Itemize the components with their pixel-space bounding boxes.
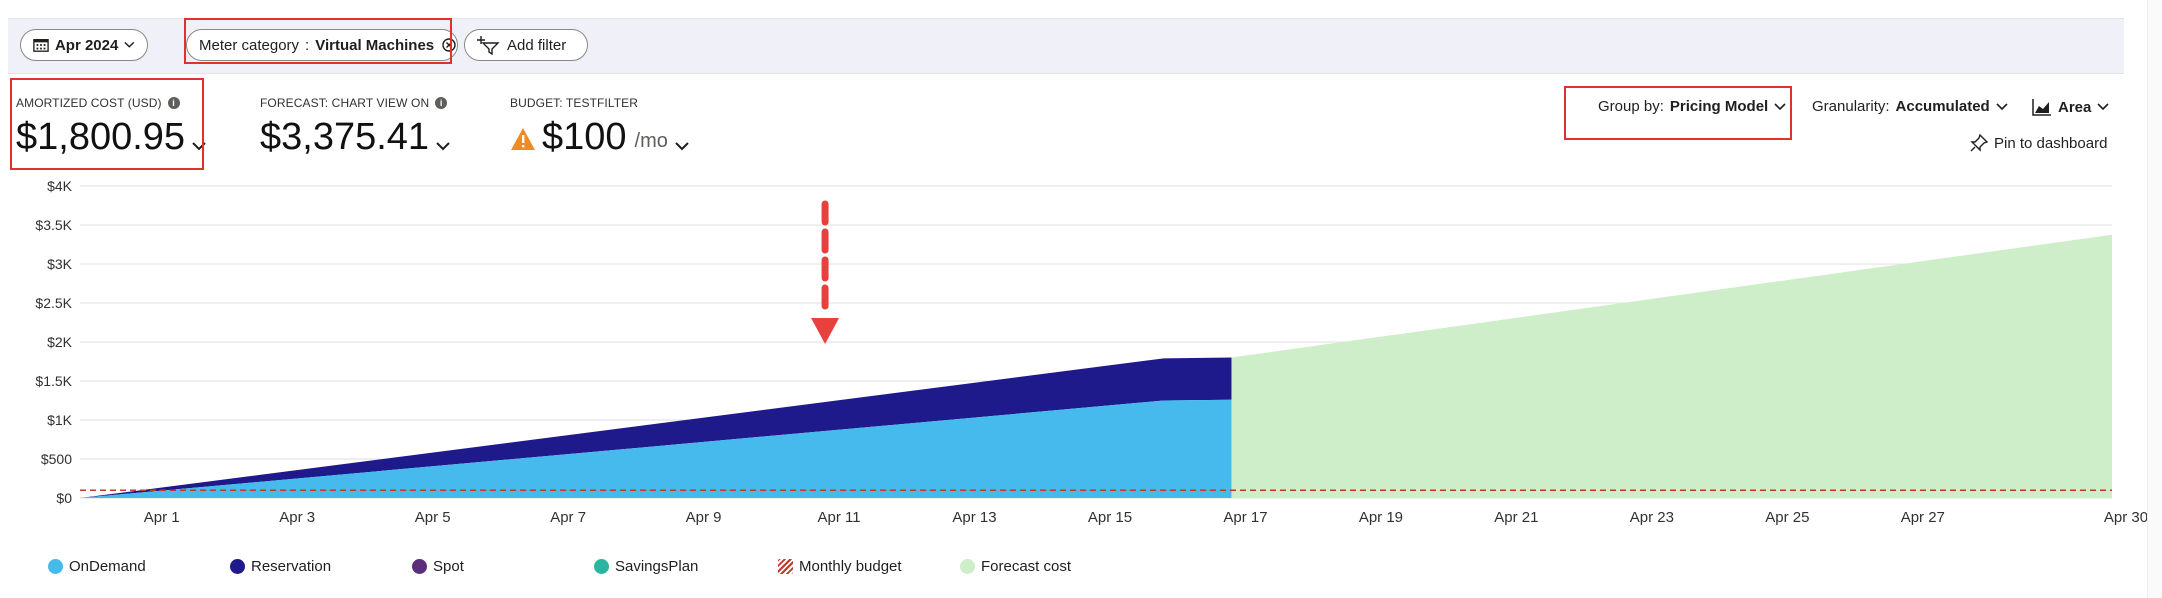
legend-swatch xyxy=(412,559,427,574)
add-filter-icon xyxy=(477,36,500,55)
group-by-label: Group by: xyxy=(1598,98,1664,115)
chevron-down-icon xyxy=(2097,103,2109,111)
chevron-down-icon[interactable] xyxy=(191,141,207,151)
pin-to-dashboard-button[interactable]: Pin to dashboard xyxy=(1970,134,2107,152)
x-tick-label: Apr 19 xyxy=(1359,509,1403,526)
legend-item-forecast-cost[interactable]: Forecast cost xyxy=(960,558,1071,575)
x-tick-label: Apr 27 xyxy=(1901,509,1945,526)
y-tick-label: $4K xyxy=(47,178,73,194)
meter-category-filter[interactable]: Meter category : Virtual Machines xyxy=(186,29,458,61)
x-tick-label: Apr 13 xyxy=(952,509,996,526)
legend-label: Reservation xyxy=(251,558,332,575)
x-tick-label: Apr 11 xyxy=(818,509,861,526)
filter-key: Meter category xyxy=(199,36,300,54)
x-tick-label: Apr 15 xyxy=(1088,509,1132,526)
forecast-area xyxy=(1231,234,2112,498)
legend-item-ondemand[interactable]: OnDemand xyxy=(48,558,146,575)
legend-label: Monthly budget xyxy=(799,558,902,575)
legend-label: Spot xyxy=(433,558,464,575)
info-icon[interactable]: i xyxy=(167,97,180,109)
kpi-forecast-value: $3,375.41 xyxy=(260,116,430,158)
filter-bar: Apr 2024 Meter category : Virtual Machin… xyxy=(8,18,2124,74)
x-tick-label: Apr 1 xyxy=(144,509,180,526)
kpi-budget-unit: /mo xyxy=(634,130,668,152)
y-tick-label: $1K xyxy=(47,412,73,428)
legend-swatch xyxy=(960,559,975,574)
annotation-arrow-head xyxy=(811,318,840,344)
area-chart-icon xyxy=(2032,99,2051,116)
x-tick-label: Apr 30 xyxy=(2104,509,2148,526)
legend-item-savingsplan[interactable]: SavingsPlan xyxy=(594,558,698,575)
chevron-down-icon[interactable] xyxy=(674,141,690,151)
legend-swatch xyxy=(778,559,793,574)
y-axis-ticks: $0 $500 $1K $1.5K $2K $2.5K $3K $3.5K $4K xyxy=(35,178,72,506)
legend-label: SavingsPlan xyxy=(615,558,699,575)
filter-value: Virtual Machines xyxy=(315,36,435,54)
kpi-budget-label: BUDGET: TESTFILTER xyxy=(510,96,639,110)
y-tick-label: $3K xyxy=(47,256,73,272)
y-tick-label: $500 xyxy=(41,451,72,467)
page-scrollbar[interactable] xyxy=(2147,0,2162,598)
legend-label: OnDemand xyxy=(69,558,146,575)
y-tick-label: $2K xyxy=(47,334,73,350)
add-filter-label: Add filter xyxy=(507,36,567,54)
x-tick-label: Apr 9 xyxy=(686,509,722,526)
date-range-label: Apr 2024 xyxy=(54,36,119,54)
chevron-down-icon[interactable] xyxy=(435,141,451,151)
date-range-picker[interactable]: Apr 2024 xyxy=(20,29,148,61)
kpi-budget-value: $100 xyxy=(542,116,627,158)
pin-icon xyxy=(1970,134,1988,152)
group-by-dropdown[interactable]: Group by: Pricing Model xyxy=(1598,98,1786,115)
warning-icon xyxy=(511,128,535,150)
granularity-value: Accumulated xyxy=(1895,98,1990,115)
kpi-amortized-cost[interactable]: AMORTIZED COST (USD) i $1,800.95 xyxy=(16,96,207,159)
kpi-forecast-label: FORECAST: CHART VIEW ON xyxy=(260,96,430,110)
pin-label: Pin to dashboard xyxy=(1994,134,2108,152)
remove-filter-icon[interactable] xyxy=(442,38,456,52)
x-tick-label: Apr 7 xyxy=(550,509,586,526)
x-tick-label: Apr 23 xyxy=(1630,509,1674,526)
chevron-down-icon xyxy=(1996,102,2008,110)
reservation-area xyxy=(80,357,1232,498)
chart-type-value: Area xyxy=(2058,98,2092,116)
x-tick-label: Apr 17 xyxy=(1223,509,1267,526)
ondemand-area xyxy=(80,399,1232,498)
legend-item-monthly-budget[interactable]: Monthly budget xyxy=(778,558,902,575)
legend-label: Forecast cost xyxy=(981,558,1072,575)
kpi-budget[interactable]: BUDGET: TESTFILTER $100 /mo xyxy=(510,96,690,159)
y-tick-label: $1.5K xyxy=(35,373,72,389)
legend-item-reservation[interactable]: Reservation xyxy=(230,558,331,575)
chevron-down-icon xyxy=(124,41,135,48)
chart-areas xyxy=(80,234,2112,498)
x-tick-label: Apr 21 xyxy=(1494,509,1538,526)
legend-swatch xyxy=(48,559,63,574)
y-tick-label: $3.5K xyxy=(35,217,72,233)
x-tick-label: Apr 25 xyxy=(1765,509,1809,526)
chevron-down-icon xyxy=(1774,102,1786,110)
legend-swatch xyxy=(594,559,609,574)
kpi-forecast[interactable]: FORECAST: CHART VIEW ON i $3,375.41 xyxy=(260,96,451,159)
add-filter-button[interactable]: Add filter xyxy=(464,29,588,61)
granularity-label: Granularity: xyxy=(1812,98,1890,115)
filter-separator: : xyxy=(305,36,310,54)
kpi-amortized-label: AMORTIZED COST (USD) xyxy=(16,96,162,110)
kpi-amortized-value: $1,800.95 xyxy=(16,116,186,158)
group-by-value: Pricing Model xyxy=(1669,98,1769,115)
x-axis-ticks: Apr 1 Apr 3 Apr 5 Apr 7 Apr 9 Apr 11 Apr 13 Apr… xyxy=(144,509,2148,526)
x-tick-label: Apr 3 xyxy=(279,509,315,526)
calendar-icon xyxy=(33,39,49,52)
annotation-arrow xyxy=(811,200,840,344)
x-tick-label: Apr 5 xyxy=(415,509,451,526)
y-tick-label: $2.5K xyxy=(35,295,72,311)
info-icon[interactable]: i xyxy=(435,97,448,109)
legend-swatch xyxy=(230,559,245,574)
chart-type-dropdown[interactable]: Area xyxy=(2032,98,2109,116)
granularity-dropdown[interactable]: Granularity: Accumulated xyxy=(1812,98,2008,115)
legend-item-spot[interactable]: Spot xyxy=(412,558,464,575)
y-tick-label: $0 xyxy=(56,490,72,506)
chart-legend: OnDemand Reservation Spot SavingsPlan Monthl… xyxy=(0,558,1200,578)
